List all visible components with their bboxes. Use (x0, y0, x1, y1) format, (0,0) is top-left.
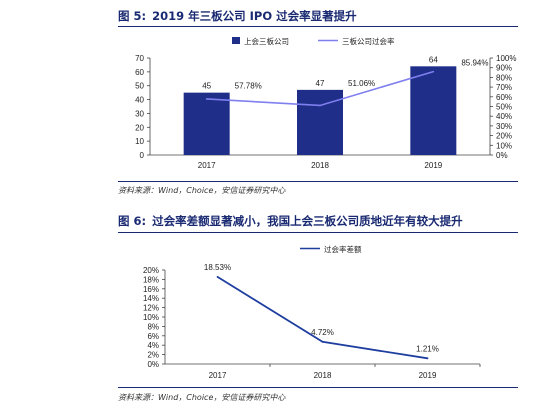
figure-6-prefix: 图 6: (118, 214, 147, 228)
y-left-tick-label: 10 (135, 137, 144, 146)
y-right-tick-label: 50% (496, 103, 512, 112)
bar (183, 92, 230, 155)
bar-value-label: 45 (202, 82, 211, 91)
y-tick-label: 2% (147, 351, 159, 360)
y-left-tick-label: 0 (140, 151, 145, 160)
x-tick-label: 2017 (198, 161, 216, 170)
legend-label-rate: 三板公司过会率 (342, 36, 395, 46)
y-tick-label: 20% (143, 266, 159, 275)
chart-1-svg: 上会三板公司 三板公司过会率0102030405060700%10%20%30%4… (135, 36, 516, 170)
y-tick-label: 10% (143, 313, 159, 322)
figure-5-source: 资料来源：Wind，Choice，安信证券研究中心 (118, 186, 286, 195)
x-tick-label: 2018 (314, 371, 332, 380)
line-point (432, 70, 435, 73)
y-right-tick-label: 70% (496, 83, 512, 92)
legend-label-bars: 上会三板公司 (244, 36, 289, 46)
chart-2: 过会率差额 0% 2% 4% 6% 8% 10% 12% 14% 16% 18% 20% 2017 201… (0, 236, 550, 386)
y-tick-label: 0% (147, 360, 159, 369)
y-right-tick-label: 0% (496, 151, 508, 160)
series-line-difference (217, 276, 428, 360)
y-left-tick-label: 30 (135, 109, 144, 118)
y-right-tick-label: 30% (496, 122, 512, 131)
x-tick-label: 2018 (311, 161, 329, 170)
figure-6-top-rule (118, 232, 518, 233)
bar (410, 66, 457, 155)
figure-5-bottom-rule (118, 181, 518, 182)
y-left-tick-label: 40 (135, 96, 144, 105)
legend-swatch-bars (232, 37, 240, 44)
figure-5-title: 图 5: 2019 年三板公司 IPO 过会率显著提升 (118, 8, 357, 24)
y-tick-label: 8% (147, 322, 159, 331)
line-value-label: 1.21% (416, 344, 439, 353)
line-point (426, 357, 429, 360)
y-left-tick-label: 60 (135, 68, 144, 77)
line-point (321, 340, 324, 343)
x-tick-label: 2019 (419, 371, 437, 380)
bar (297, 89, 343, 155)
figure-5-top-rule (118, 26, 518, 27)
line-point (319, 104, 321, 107)
figure-5-caption: 2019 年三板公司 IPO 过会率显著提升 (152, 9, 357, 23)
x-tick-label: 2017 (209, 371, 227, 380)
bar-value-label: 47 (316, 79, 325, 88)
line-value-label: 4.72% (311, 328, 334, 337)
chart-2-svg: 过会率差额 0%2%4%6%8%10%12%14%16%18%20% 2017 201… (143, 244, 481, 380)
y-left-tick-label: 50 (135, 82, 144, 91)
figure-5-prefix: 图 5: (118, 9, 147, 23)
y-right-tick-label: 20% (496, 132, 512, 141)
figure-6-title: 图 6: 过会率差额显著减小，我国上会三板公司质地近年有较大提升 (118, 213, 463, 229)
x-tick-label: 2019 (424, 161, 442, 170)
line-point (205, 98, 208, 100)
y-right-tick-label: 80% (496, 73, 512, 82)
y-right-tick-label: 100% (496, 54, 516, 63)
line-value-label: 18.53% (204, 263, 231, 272)
y-left-tick-label: 70 (135, 54, 144, 63)
line-value-label: 57.78% (235, 82, 262, 91)
y-left-tick-label: 20 (135, 123, 144, 132)
y-right-tick-label: 10% (496, 141, 512, 150)
figure-6-bottom-rule (118, 387, 518, 388)
chart-1: 上会三板公司 三板公司过会率 0 10 20 30 40 50 60 70 0% 10% 20% 30% 4… (0, 30, 550, 180)
figure-6-source: 资料来源：Wind，Choice，安信证券研究中心 (118, 393, 286, 402)
y-tick-label: 6% (147, 332, 159, 341)
line-point (216, 276, 219, 278)
y-tick-label: 12% (143, 304, 159, 313)
y-tick-label: 4% (147, 341, 159, 350)
line-value-label: 51.06% (348, 79, 375, 88)
y-tick-label: 16% (143, 285, 159, 294)
figure-6-caption: 过会率差额显著减小，我国上会三板公司质地近年有较大提升 (152, 214, 463, 228)
y-right-tick-label: 60% (496, 93, 512, 102)
bar-value-label: 64 (429, 55, 438, 64)
y-right-tick-label: 40% (496, 112, 512, 121)
y-tick-label: 18% (143, 275, 159, 284)
y-tick-label: 14% (143, 294, 159, 303)
legend-label-difference: 过会率差额 (324, 244, 362, 254)
y-right-tick-label: 90% (496, 64, 512, 73)
line-value-label: 85.94% (461, 59, 488, 68)
